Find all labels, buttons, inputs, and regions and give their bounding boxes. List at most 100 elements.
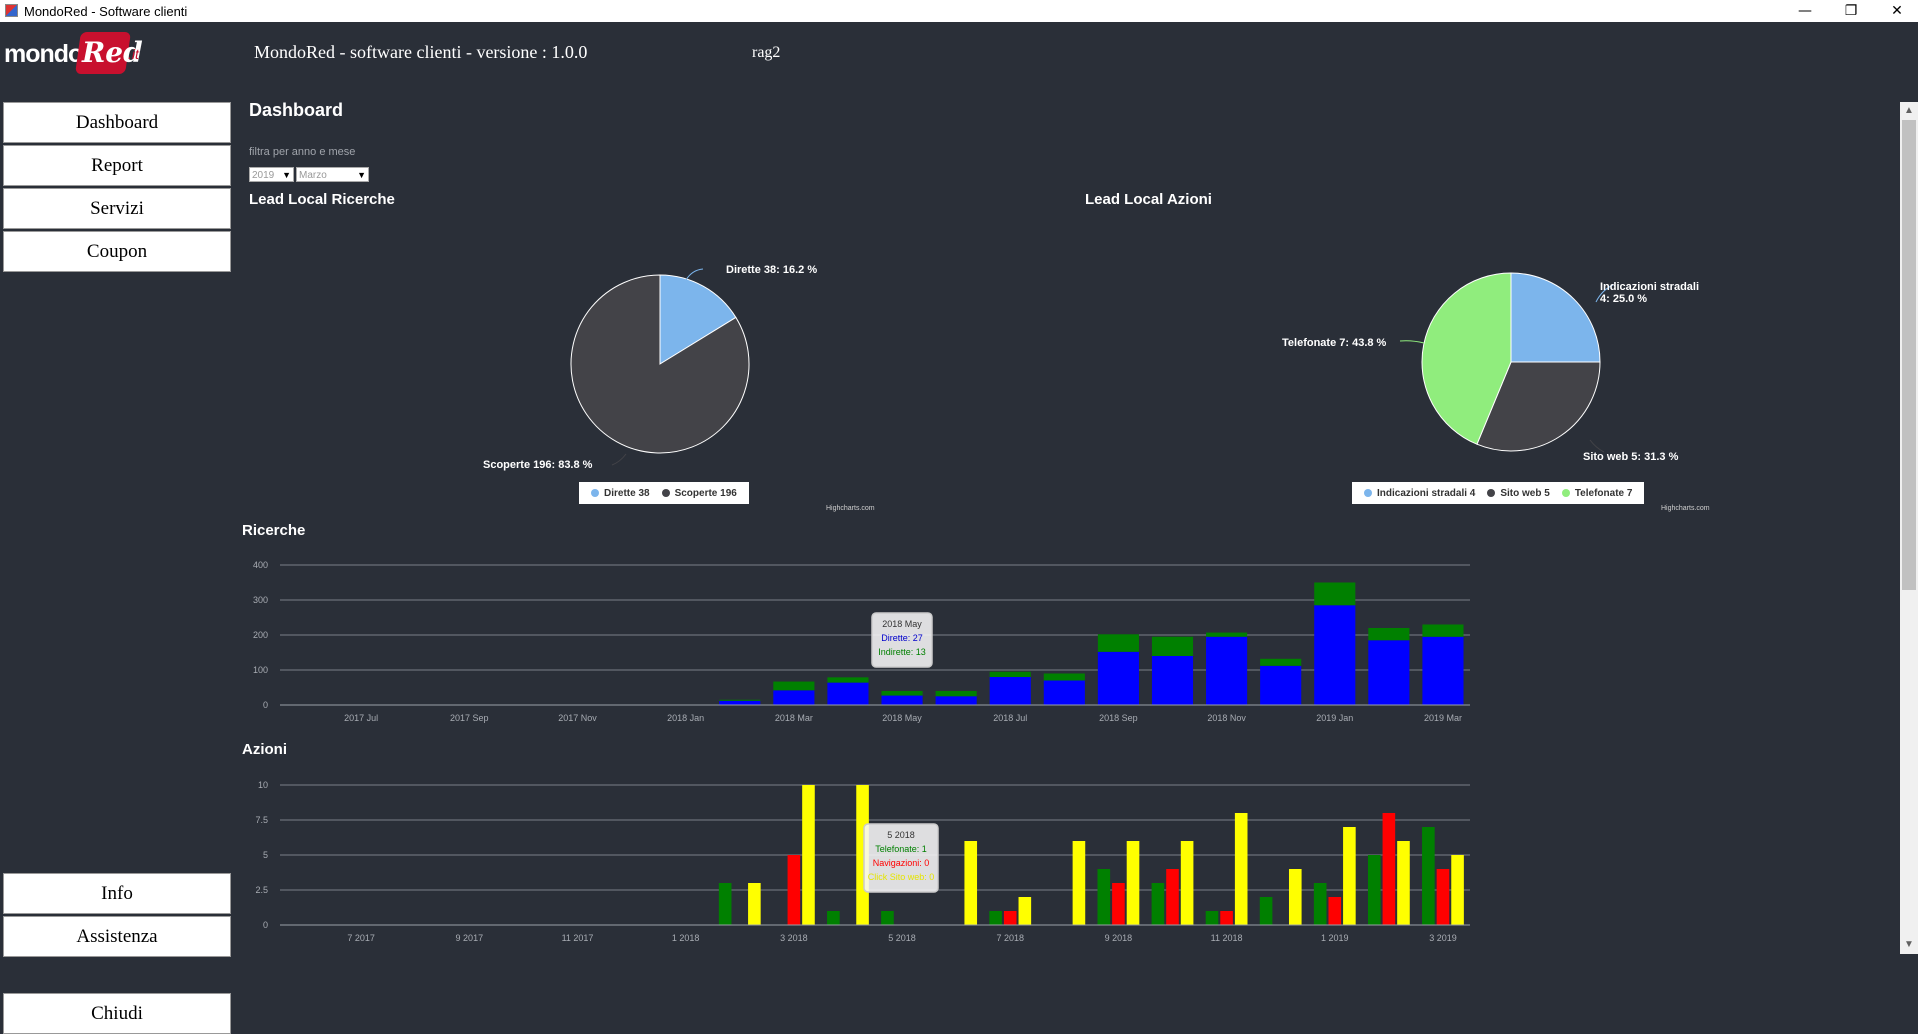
pie2-slice-sito-web[interactable] xyxy=(1476,361,1601,452)
ricerche-xtick: 2018 Mar xyxy=(775,713,813,723)
legend-item-telefonate[interactable]: Telefonate 7 xyxy=(1561,488,1632,499)
azioni-bar[interactable] xyxy=(1367,855,1381,925)
pie2-label-sito-web: Sito web 5: 31.3 % xyxy=(1583,451,1679,463)
pie2-title: Lead Local Azioni xyxy=(1085,191,1212,208)
azioni-bar[interactable] xyxy=(1151,883,1165,925)
nav-coupon-button[interactable]: Coupon xyxy=(3,231,231,272)
azioni-xtick: 1 2018 xyxy=(672,933,700,943)
pie1-chart: Dirette 38: 16.2 % Scoperte 196: 83.8 % xyxy=(483,264,817,471)
azioni-bar[interactable] xyxy=(1018,897,1032,925)
azioni-bar[interactable] xyxy=(1451,855,1464,925)
azioni-bar[interactable] xyxy=(1072,841,1086,925)
ricerche-xtick: 2019 Jan xyxy=(1316,713,1353,723)
ricerche-ytick: 400 xyxy=(253,560,268,570)
ricerche-bar[interactable] xyxy=(1422,624,1464,637)
ricerche-bar[interactable] xyxy=(1368,628,1410,641)
azioni-bar[interactable] xyxy=(1166,869,1179,925)
azioni-bar[interactable] xyxy=(1436,869,1450,925)
close-button[interactable]: ✕ xyxy=(1891,3,1903,19)
scroll-down-icon[interactable]: ▼ xyxy=(1904,939,1914,950)
ricerche-bar[interactable] xyxy=(719,699,761,701)
legend-item-indicazioni[interactable]: Indicazioni stradali 4 xyxy=(1364,488,1475,499)
restore-button[interactable]: ❐ xyxy=(1844,3,1858,19)
ricerche-bar[interactable] xyxy=(1043,673,1085,681)
nav-servizi-button[interactable]: Servizi xyxy=(3,188,231,229)
azioni-bar[interactable] xyxy=(748,883,761,925)
azioni-bar[interactable] xyxy=(1205,911,1219,925)
legend-item-sito-web[interactable]: Sito web 5 xyxy=(1487,488,1550,499)
ricerche-bar[interactable] xyxy=(827,677,869,683)
azioni-bar[interactable] xyxy=(1288,869,1302,925)
nav-info-button[interactable]: Info xyxy=(3,873,231,914)
azioni-bar[interactable] xyxy=(881,911,894,925)
scrollbar-thumb[interactable] xyxy=(1902,120,1916,590)
ricerche-bar[interactable] xyxy=(1314,605,1356,705)
legend-item-scoperte[interactable]: Scoperte 196 xyxy=(661,488,737,499)
azioni-bar[interactable] xyxy=(1234,813,1248,925)
azioni-bar[interactable] xyxy=(964,841,978,925)
azioni-bar[interactable] xyxy=(802,785,815,925)
azioni-bar[interactable] xyxy=(718,883,732,925)
ricerche-bar[interactable] xyxy=(1097,651,1139,705)
ricerche-bar[interactable] xyxy=(1260,665,1302,705)
ricerche-xtick: 2018 Nov xyxy=(1207,713,1246,723)
pie1-slice-scoperte[interactable] xyxy=(570,274,750,454)
azioni-bar[interactable] xyxy=(1126,841,1140,925)
azioni-bar[interactable] xyxy=(1343,827,1356,925)
vertical-scrollbar[interactable]: ▲ ▼ xyxy=(1900,102,1918,954)
ricerche-bar[interactable] xyxy=(773,690,815,705)
ricerche-tooltip-line: Dirette: 27 xyxy=(881,633,923,643)
pie2-slice-indicazioni-stradali[interactable] xyxy=(1510,272,1601,363)
ricerche-bar[interactable] xyxy=(1097,634,1139,652)
ricerche-bar[interactable] xyxy=(881,695,923,705)
ricerche-bar[interactable] xyxy=(1260,658,1302,666)
ricerche-bar[interactable] xyxy=(1368,640,1410,705)
ricerche-bar[interactable] xyxy=(773,681,815,691)
scroll-up-icon[interactable]: ▲ xyxy=(1904,105,1914,116)
nav-assistenza-button[interactable]: Assistenza xyxy=(3,916,231,957)
azioni-bar[interactable] xyxy=(787,855,801,925)
pie2-slice-telefonate[interactable] xyxy=(1421,272,1512,445)
azioni-xtick: 3 2018 xyxy=(780,933,808,943)
pie1-slice-dirette[interactable] xyxy=(659,274,737,365)
ricerche-bar[interactable] xyxy=(1043,680,1085,706)
azioni-bar[interactable] xyxy=(1259,897,1273,925)
ricerche-ytick: 0 xyxy=(263,700,268,710)
ricerche-bar[interactable] xyxy=(935,691,977,697)
pie1-credit[interactable]: Highcharts.com xyxy=(826,505,875,512)
azioni-bar[interactable] xyxy=(1003,911,1017,925)
ricerche-bar[interactable] xyxy=(1314,582,1356,606)
azioni-bar[interactable] xyxy=(1097,869,1111,925)
azioni-bar[interactable] xyxy=(1382,813,1396,925)
ricerche-bar[interactable] xyxy=(935,696,977,705)
nav-chiudi-button[interactable]: Chiudi xyxy=(3,993,231,1034)
azioni-bar[interactable] xyxy=(827,911,840,925)
azioni-bar[interactable] xyxy=(1313,883,1327,925)
ricerche-bar[interactable] xyxy=(827,682,869,705)
ricerche-bar[interactable] xyxy=(1151,636,1194,656)
nav-dashboard-button[interactable]: Dashboard xyxy=(3,102,231,143)
minimize-button[interactable]: — xyxy=(1798,3,1812,19)
ricerche-bar[interactable] xyxy=(1206,636,1248,705)
azioni-bar[interactable] xyxy=(1112,883,1125,925)
pie2-label-telefonate: Telefonate 7: 43.8 % xyxy=(1282,337,1387,349)
year-select[interactable]: 2019 ▼ xyxy=(249,167,294,182)
legend-item-dirette[interactable]: Dirette 38 xyxy=(591,488,650,499)
pie2-credit[interactable]: Highcharts.com xyxy=(1661,505,1710,512)
azioni-bar[interactable] xyxy=(1220,911,1233,925)
ricerche-bar[interactable] xyxy=(719,700,761,705)
ricerche-bar[interactable] xyxy=(881,691,923,696)
app-icon xyxy=(5,4,18,17)
ricerche-bar[interactable] xyxy=(989,671,1031,677)
ricerche-bar[interactable] xyxy=(989,677,1031,705)
azioni-bar[interactable] xyxy=(1397,841,1410,925)
nav-report-button[interactable]: Report xyxy=(3,145,231,186)
azioni-bar[interactable] xyxy=(1180,841,1194,925)
ricerche-bar[interactable] xyxy=(1422,636,1464,705)
azioni-bar[interactable] xyxy=(1328,897,1342,925)
azioni-bar[interactable] xyxy=(989,911,1002,925)
ricerche-bar[interactable] xyxy=(1151,656,1194,705)
azioni-bar[interactable] xyxy=(1422,827,1435,925)
month-select[interactable]: Marzo ▼ xyxy=(296,167,369,182)
ricerche-bar[interactable] xyxy=(1206,632,1248,637)
